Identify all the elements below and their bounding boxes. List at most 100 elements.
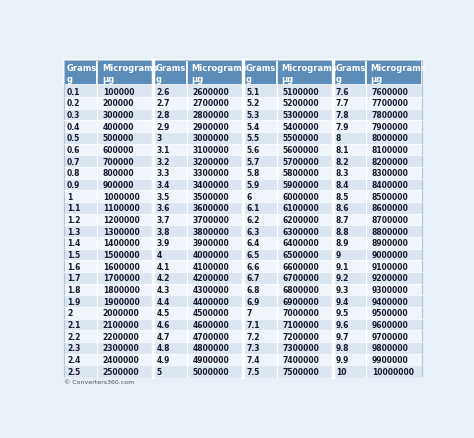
Text: 1.2: 1.2 <box>67 215 81 225</box>
Text: 7.6: 7.6 <box>336 88 349 97</box>
Text: Micrograms: Micrograms <box>281 64 337 73</box>
Text: 6: 6 <box>246 192 252 201</box>
Text: 9600000: 9600000 <box>372 320 409 329</box>
Bar <box>64 61 97 86</box>
Text: 9: 9 <box>336 251 341 259</box>
Text: 1.9: 1.9 <box>67 297 81 306</box>
Text: 9.8: 9.8 <box>336 343 349 353</box>
Text: 6400000: 6400000 <box>282 239 319 248</box>
Text: 3.8: 3.8 <box>156 227 170 236</box>
Text: 800000: 800000 <box>103 169 135 178</box>
Text: Grams: Grams <box>156 64 186 73</box>
Text: 1900000: 1900000 <box>103 297 140 306</box>
Text: 5500000: 5500000 <box>282 134 319 143</box>
Text: 1300000: 1300000 <box>103 227 140 236</box>
Text: 9.6: 9.6 <box>336 320 349 329</box>
Text: 6800000: 6800000 <box>282 285 319 294</box>
Text: 8100000: 8100000 <box>372 146 409 155</box>
Text: 4.3: 4.3 <box>156 285 170 294</box>
Text: 7.2: 7.2 <box>246 332 260 341</box>
Text: 1600000: 1600000 <box>103 262 140 271</box>
Text: 4.6: 4.6 <box>156 320 170 329</box>
Text: 8.6: 8.6 <box>336 204 349 213</box>
Bar <box>333 61 366 86</box>
Text: 0.9: 0.9 <box>67 180 81 190</box>
Text: 4: 4 <box>156 251 162 259</box>
Text: 7.5: 7.5 <box>246 367 260 376</box>
Bar <box>64 331 422 342</box>
Text: 8400000: 8400000 <box>372 180 409 190</box>
Text: 6.6: 6.6 <box>246 262 260 271</box>
Text: 9900000: 9900000 <box>372 355 409 364</box>
Text: 4100000: 4100000 <box>192 262 229 271</box>
Text: 1.1: 1.1 <box>67 204 81 213</box>
Text: 100000: 100000 <box>103 88 134 97</box>
Text: 7.4: 7.4 <box>246 355 260 364</box>
Text: 3300000: 3300000 <box>192 169 229 178</box>
Text: 2500000: 2500000 <box>103 367 139 376</box>
Text: 8.2: 8.2 <box>336 157 349 166</box>
Text: 5.2: 5.2 <box>246 99 260 108</box>
Text: 3900000: 3900000 <box>192 239 229 248</box>
Text: 8.5: 8.5 <box>336 192 349 201</box>
Text: 6700000: 6700000 <box>282 274 319 283</box>
Text: 6300000: 6300000 <box>282 227 319 236</box>
Text: 8.1: 8.1 <box>336 146 349 155</box>
Text: 6600000: 6600000 <box>282 262 319 271</box>
Text: 5.8: 5.8 <box>246 169 260 178</box>
Text: 4.8: 4.8 <box>156 343 170 353</box>
Text: 9.1: 9.1 <box>336 262 349 271</box>
Text: 3.3: 3.3 <box>156 169 170 178</box>
Text: 8200000: 8200000 <box>372 157 409 166</box>
Text: 5.9: 5.9 <box>246 180 260 190</box>
Text: Micrograms: Micrograms <box>191 64 247 73</box>
Text: 2.1: 2.1 <box>67 320 81 329</box>
Text: 9700000: 9700000 <box>372 332 409 341</box>
Text: g: g <box>335 75 341 84</box>
Text: 8600000: 8600000 <box>372 204 409 213</box>
Text: 8: 8 <box>336 134 341 143</box>
Text: 5.1: 5.1 <box>246 88 260 97</box>
Bar <box>64 272 422 284</box>
Text: 700000: 700000 <box>103 157 135 166</box>
Bar <box>64 145 422 156</box>
Text: 4.1: 4.1 <box>156 262 170 271</box>
Text: 3400000: 3400000 <box>192 180 229 190</box>
Text: 2200000: 2200000 <box>103 332 140 341</box>
Text: 600000: 600000 <box>103 146 134 155</box>
Text: 2400000: 2400000 <box>103 355 140 364</box>
Text: 8.3: 8.3 <box>336 169 349 178</box>
Text: 6.1: 6.1 <box>246 204 260 213</box>
Text: µg: µg <box>371 75 383 84</box>
Text: 8.9: 8.9 <box>336 239 349 248</box>
Text: 1400000: 1400000 <box>103 239 140 248</box>
Text: 3000000: 3000000 <box>192 134 229 143</box>
Text: 5300000: 5300000 <box>282 111 319 120</box>
Text: Grams: Grams <box>246 64 276 73</box>
Bar <box>64 98 422 110</box>
Text: 1500000: 1500000 <box>103 251 139 259</box>
Text: g: g <box>66 75 73 84</box>
Text: 0.6: 0.6 <box>67 146 81 155</box>
Text: 3600000: 3600000 <box>192 204 229 213</box>
Bar <box>276 61 333 86</box>
Text: g: g <box>156 75 162 84</box>
Text: 7300000: 7300000 <box>282 343 319 353</box>
Text: © Converters360.com: © Converters360.com <box>64 379 134 384</box>
Text: 3.7: 3.7 <box>156 215 170 225</box>
Bar <box>64 202 422 214</box>
Text: 3800000: 3800000 <box>192 227 229 236</box>
Text: 4800000: 4800000 <box>192 343 229 353</box>
Text: 6900000: 6900000 <box>282 297 319 306</box>
Bar <box>97 61 153 86</box>
Text: 2.8: 2.8 <box>156 111 170 120</box>
Bar <box>64 342 422 354</box>
Text: 5600000: 5600000 <box>282 146 319 155</box>
Text: g: g <box>246 75 252 84</box>
Text: 7.1: 7.1 <box>246 320 260 329</box>
Bar <box>64 121 422 133</box>
Bar <box>64 179 422 191</box>
Text: 0.2: 0.2 <box>67 99 81 108</box>
Text: 5100000: 5100000 <box>282 88 319 97</box>
Text: 2.4: 2.4 <box>67 355 81 364</box>
